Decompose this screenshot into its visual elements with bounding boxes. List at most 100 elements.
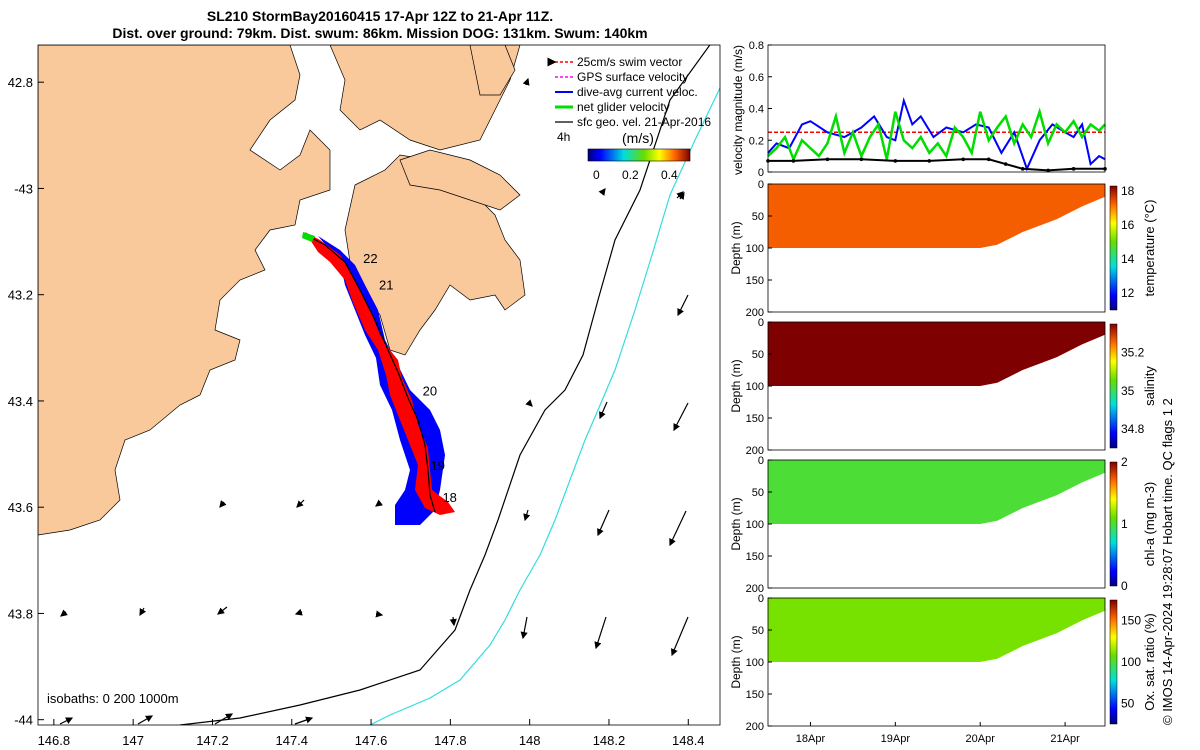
profile-ytick-label: 0	[758, 455, 764, 467]
profile-xtick-label: 19Apr	[881, 733, 911, 745]
velocity-point-sfc-geo	[791, 159, 796, 163]
profile-ytick-label: 100	[746, 381, 764, 393]
colorbar-label: Ox. sat. ratio (%)	[1142, 613, 1157, 711]
map-legend: 25cm/s swim vector GPS surface velocity …	[547, 55, 711, 182]
profile-ytick-label: 150	[746, 413, 764, 425]
map-xtick-label: 147.4	[275, 733, 308, 748]
velocity-plot-bg	[768, 45, 1105, 172]
profile-panel-temperature: 0 50 100 150 200 Depth (m) 12 14 16 18 temperature…	[729, 179, 1157, 319]
isobath-1000m	[369, 87, 720, 725]
profile-ytick-label: 200	[746, 721, 764, 733]
profile-ytick-label: 100	[746, 243, 764, 255]
velocity-series-dive-avg	[767, 96, 1106, 172]
profile-ylabel: Depth (m)	[729, 359, 743, 412]
legend-geo-label: sfc geo. vel. 21-Apr-2016	[577, 115, 711, 129]
colorbar-tick-label: 35	[1121, 384, 1135, 398]
map-ytick-label: 43.8	[8, 606, 33, 621]
colorbar-tick-label: 14	[1121, 252, 1135, 266]
velocity-point-sfc-geo	[1020, 167, 1025, 171]
profile-xtick-label: 18Apr	[796, 733, 826, 745]
colorbar-tick-label: 50	[1121, 696, 1135, 710]
map-ytick-label: 42.8	[8, 75, 33, 90]
velocity-point-sfc-geo	[893, 159, 898, 163]
velocity-ytick-label: 0.6	[749, 72, 764, 84]
map-ytick-label: 43.6	[8, 500, 33, 515]
profile-fill-salinity	[768, 322, 1105, 386]
profile-ytick-label: 0	[758, 593, 764, 605]
velocity-point-sfc-geo	[859, 157, 864, 162]
colorbar-tick-label: 34.8	[1121, 422, 1145, 436]
geo-arrows	[59, 77, 689, 725]
velocity-series	[766, 96, 1107, 173]
map-axes: 146.8 147 147.2 147.4 147.6 147.8 148 148.2 148.…	[8, 75, 705, 748]
velocity-series-net-glider	[767, 107, 1106, 163]
colorbar-tick-label: 0	[1121, 579, 1128, 593]
profile-panel-chlorophyll: 0 50 100 150 200 Depth (m) 0 1 2 chl-a (mg m-3)	[729, 455, 1157, 595]
map-xtick-label: 147	[122, 733, 144, 748]
colorbar-tick-1: 0.2	[622, 168, 639, 182]
map-xtick-label: 146.8	[38, 733, 71, 748]
velocity-ylabel: velocity magnitude (m/s)	[731, 45, 745, 175]
track-day-label: 22	[363, 251, 377, 266]
glider-track-green	[302, 232, 315, 242]
track-day-label: 19	[431, 458, 445, 473]
velocity-panel: 0 0.2 0.4 0.6 0.8 velocity magnitude (m/s)	[731, 40, 1107, 179]
land-east	[469, 45, 516, 96]
land-maria	[399, 149, 521, 211]
track-day-label: 21	[379, 277, 393, 292]
colorbar-tick-2: 0.4	[661, 168, 678, 182]
credit-text: © IMOS 14-Apr-2024 19:28:07 Hobart time.…	[1160, 398, 1175, 725]
profile-colorbar	[1109, 323, 1118, 449]
map-ytick-label: 43.4	[8, 394, 33, 409]
profile-ylabel: Depth (m)	[729, 635, 743, 688]
credit-rotated: © IMOS 14-Apr-2024 19:28:07 Hobart time.…	[1160, 398, 1175, 726]
profile-ytick-label: 100	[746, 657, 764, 669]
isobaths-label: isobaths: 0 200 1000m	[47, 691, 179, 706]
velocity-point-sfc-geo	[1046, 168, 1050, 173]
colorbar-tick-0: 0	[593, 168, 600, 182]
profile-ytick-label: 150	[746, 689, 764, 701]
track-day-label: 18	[442, 490, 456, 505]
colorbar-label: temperature (°C)	[1142, 200, 1157, 297]
velocity-point-sfc-geo	[1003, 162, 1008, 166]
glider-track-red	[305, 232, 455, 515]
colorbar-tick-label: 18	[1121, 184, 1135, 198]
profile-ytick-label: 50	[752, 349, 764, 361]
map-ytick-label: -43	[14, 181, 33, 196]
chart-subtitle: Dist. over ground: 79km. Dist. swum: 86k…	[112, 25, 648, 41]
profile-ytick-label: 200	[746, 583, 764, 595]
map-xtick-label: 147.6	[355, 733, 388, 748]
profile-ytick-label: 100	[746, 519, 764, 531]
velocity-ytick-label: 0.8	[749, 40, 764, 52]
map-xtick-label: 147.2	[196, 733, 229, 748]
profile-ytick-label: 50	[752, 487, 764, 499]
profile-fill-temperature	[768, 184, 1105, 248]
velocity-point-sfc-geo	[927, 159, 932, 163]
profile-ytick-label: 0	[758, 317, 764, 329]
profile-xtick-label: 21Apr	[1050, 733, 1080, 745]
velocity-axes: 0 0.2 0.4 0.6 0.8	[749, 40, 772, 179]
colorbar-tick-label: 35.2	[1121, 346, 1145, 360]
land-tasmania	[38, 45, 331, 536]
legend-4h-label: 4h	[557, 130, 570, 144]
legend-net-label: net glider velocity	[577, 100, 670, 114]
colorbar-tick-label: 2	[1121, 455, 1128, 469]
map-frame	[37, 44, 721, 726]
map-xtick-label: 148.4	[672, 733, 705, 748]
profile-fill-oxygen	[768, 598, 1105, 662]
map-xtick-label: 147.8	[434, 733, 467, 748]
profile-ytick-label: 200	[746, 445, 764, 457]
profile-ytick-label: 50	[752, 211, 764, 223]
isobath-200m	[179, 45, 711, 725]
map-colorbar	[587, 148, 691, 162]
profile-colorbar	[1109, 461, 1118, 587]
colorbar-tick-label: 100	[1121, 655, 1141, 669]
chart-title: SL210 StormBay20160415 17-Apr 12Z to 21-…	[206, 8, 554, 24]
profile-ytick-label: 200	[746, 307, 764, 319]
legend-gps-label: GPS surface velocity	[577, 70, 688, 84]
colorbar-title: (m/s)	[622, 130, 654, 146]
